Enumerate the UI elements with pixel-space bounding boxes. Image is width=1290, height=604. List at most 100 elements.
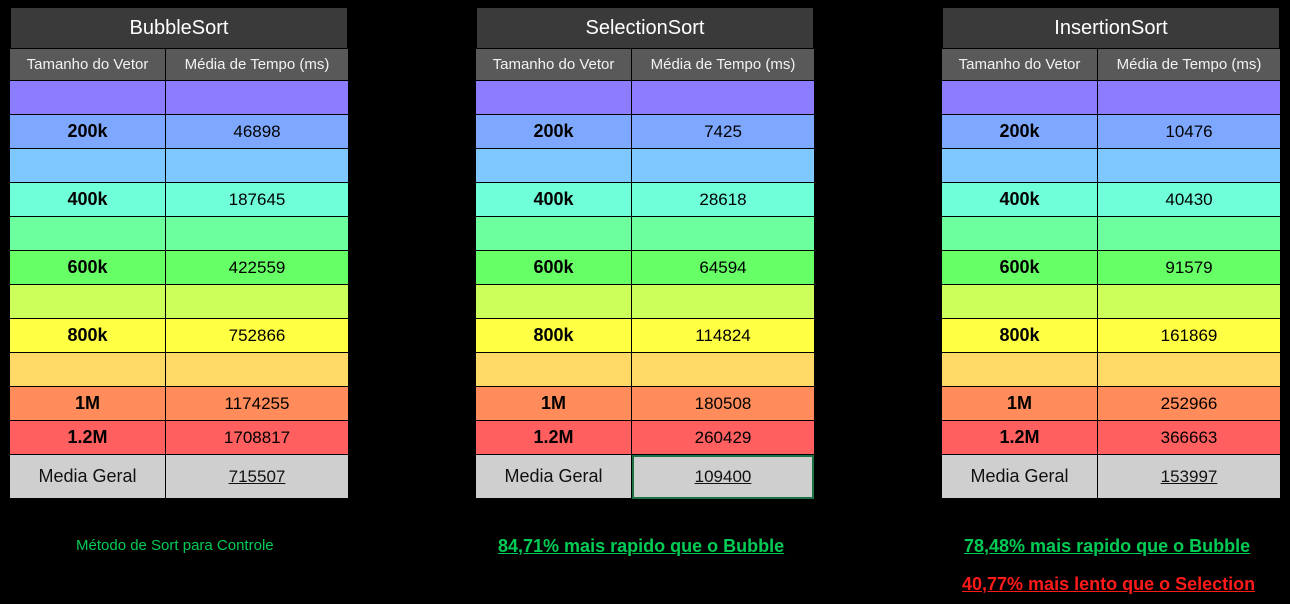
size-cell[interactable] bbox=[942, 353, 1098, 387]
table-header-row: Tamanho do Vetor Média de Tempo (ms) bbox=[476, 49, 814, 81]
table-row bbox=[10, 285, 348, 319]
size-cell[interactable]: 200k bbox=[10, 115, 166, 149]
table-row bbox=[476, 285, 814, 319]
size-cell[interactable] bbox=[942, 217, 1098, 251]
time-cell[interactable] bbox=[632, 149, 814, 183]
table-row bbox=[10, 353, 348, 387]
size-cell[interactable] bbox=[10, 217, 166, 251]
size-cell[interactable]: 400k bbox=[476, 183, 632, 217]
size-cell[interactable] bbox=[476, 149, 632, 183]
time-cell[interactable] bbox=[1098, 149, 1280, 183]
size-cell[interactable]: 400k bbox=[942, 183, 1098, 217]
time-cell[interactable] bbox=[632, 353, 814, 387]
header-size[interactable]: Tamanho do Vetor bbox=[942, 49, 1098, 81]
size-cell[interactable] bbox=[10, 285, 166, 319]
table-title[interactable]: SelectionSort bbox=[476, 7, 814, 49]
size-cell[interactable]: 1.2M bbox=[476, 421, 632, 455]
size-cell[interactable]: 200k bbox=[476, 115, 632, 149]
time-cell[interactable]: 180508 bbox=[632, 387, 814, 421]
bubblesort-table: BubbleSort Tamanho do Vetor Média de Tem… bbox=[10, 7, 348, 499]
table-title[interactable]: InsertionSort bbox=[942, 7, 1280, 49]
size-cell[interactable] bbox=[476, 353, 632, 387]
size-cell[interactable] bbox=[10, 149, 166, 183]
size-cell[interactable]: 1.2M bbox=[942, 421, 1098, 455]
time-cell[interactable]: 46898 bbox=[166, 115, 348, 149]
size-cell[interactable]: 800k bbox=[942, 319, 1098, 353]
table-title[interactable]: BubbleSort bbox=[10, 7, 348, 49]
table-header-row: Tamanho do Vetor Média de Tempo (ms) bbox=[942, 49, 1280, 81]
footer-value-cell[interactable]: 153997 bbox=[1098, 455, 1280, 499]
time-cell[interactable] bbox=[166, 217, 348, 251]
time-cell[interactable]: 91579 bbox=[1098, 251, 1280, 285]
time-cell[interactable]: 64594 bbox=[632, 251, 814, 285]
footer-label[interactable]: Media Geral bbox=[476, 455, 632, 499]
time-cell[interactable] bbox=[166, 81, 348, 115]
time-cell[interactable]: 752866 bbox=[166, 319, 348, 353]
bubble-note[interactable]: Método de Sort para Controle bbox=[76, 537, 274, 554]
footer-label[interactable]: Media Geral bbox=[942, 455, 1098, 499]
time-cell[interactable]: 422559 bbox=[166, 251, 348, 285]
size-cell[interactable]: 800k bbox=[476, 319, 632, 353]
size-cell[interactable]: 400k bbox=[10, 183, 166, 217]
selection-note[interactable]: 84,71% mais rapido que o Bubble bbox=[498, 536, 785, 556]
time-cell[interactable]: 114824 bbox=[632, 319, 814, 353]
table-row: 1M 1174255 bbox=[10, 387, 348, 421]
time-cell[interactable]: 161869 bbox=[1098, 319, 1280, 353]
time-cell[interactable]: 187645 bbox=[166, 183, 348, 217]
time-cell[interactable] bbox=[1098, 81, 1280, 115]
time-cell[interactable] bbox=[1098, 285, 1280, 319]
table-row: 800k 161869 bbox=[942, 319, 1280, 353]
header-time[interactable]: Média de Tempo (ms) bbox=[1098, 49, 1280, 81]
time-cell[interactable] bbox=[632, 285, 814, 319]
time-cell[interactable] bbox=[632, 81, 814, 115]
size-cell[interactable]: 1.2M bbox=[10, 421, 166, 455]
size-cell[interactable] bbox=[942, 81, 1098, 115]
size-cell[interactable] bbox=[10, 353, 166, 387]
time-cell[interactable]: 40430 bbox=[1098, 183, 1280, 217]
time-cell[interactable]: 1174255 bbox=[166, 387, 348, 421]
table-row: 1.2M 366663 bbox=[942, 421, 1280, 455]
footer-label[interactable]: Media Geral bbox=[10, 455, 166, 499]
header-size[interactable]: Tamanho do Vetor bbox=[476, 49, 632, 81]
time-cell[interactable] bbox=[632, 217, 814, 251]
time-cell[interactable] bbox=[1098, 217, 1280, 251]
insertion-note-slower[interactable]: 40,77% mais lento que o Selection bbox=[962, 574, 1256, 594]
time-cell[interactable]: 7425 bbox=[632, 115, 814, 149]
size-cell[interactable]: 800k bbox=[10, 319, 166, 353]
time-cell[interactable] bbox=[166, 149, 348, 183]
time-cell[interactable]: 1708817 bbox=[166, 421, 348, 455]
size-cell[interactable] bbox=[942, 149, 1098, 183]
size-cell[interactable] bbox=[10, 81, 166, 115]
time-cell[interactable]: 252966 bbox=[1098, 387, 1280, 421]
insertion-note-faster[interactable]: 78,48% mais rapido que o Bubble bbox=[964, 536, 1251, 556]
size-cell[interactable]: 1M bbox=[10, 387, 166, 421]
time-cell[interactable] bbox=[166, 285, 348, 319]
table-row bbox=[942, 217, 1280, 251]
time-cell[interactable]: 260429 bbox=[632, 421, 814, 455]
footer-value-cell[interactable]: 715507 bbox=[166, 455, 348, 499]
size-cell[interactable]: 600k bbox=[10, 251, 166, 285]
size-cell[interactable] bbox=[476, 81, 632, 115]
header-time[interactable]: Média de Tempo (ms) bbox=[632, 49, 814, 81]
time-cell[interactable]: 28618 bbox=[632, 183, 814, 217]
time-cell[interactable] bbox=[166, 353, 348, 387]
size-cell[interactable]: 1M bbox=[476, 387, 632, 421]
time-cell[interactable] bbox=[1098, 353, 1280, 387]
size-cell[interactable] bbox=[942, 285, 1098, 319]
size-cell[interactable] bbox=[476, 285, 632, 319]
table-row: 800k 114824 bbox=[476, 319, 814, 353]
table-row: 200k 10476 bbox=[942, 115, 1280, 149]
size-cell[interactable]: 600k bbox=[476, 251, 632, 285]
size-cell[interactable] bbox=[476, 217, 632, 251]
time-cell[interactable]: 10476 bbox=[1098, 115, 1280, 149]
size-cell[interactable]: 600k bbox=[942, 251, 1098, 285]
table-row bbox=[10, 217, 348, 251]
header-time[interactable]: Média de Tempo (ms) bbox=[166, 49, 348, 81]
size-cell[interactable]: 1M bbox=[942, 387, 1098, 421]
size-cell[interactable]: 200k bbox=[942, 115, 1098, 149]
footer-value-cell[interactable]: 109400 bbox=[632, 455, 814, 499]
time-cell[interactable]: 366663 bbox=[1098, 421, 1280, 455]
header-size[interactable]: Tamanho do Vetor bbox=[10, 49, 166, 81]
table-row bbox=[942, 285, 1280, 319]
